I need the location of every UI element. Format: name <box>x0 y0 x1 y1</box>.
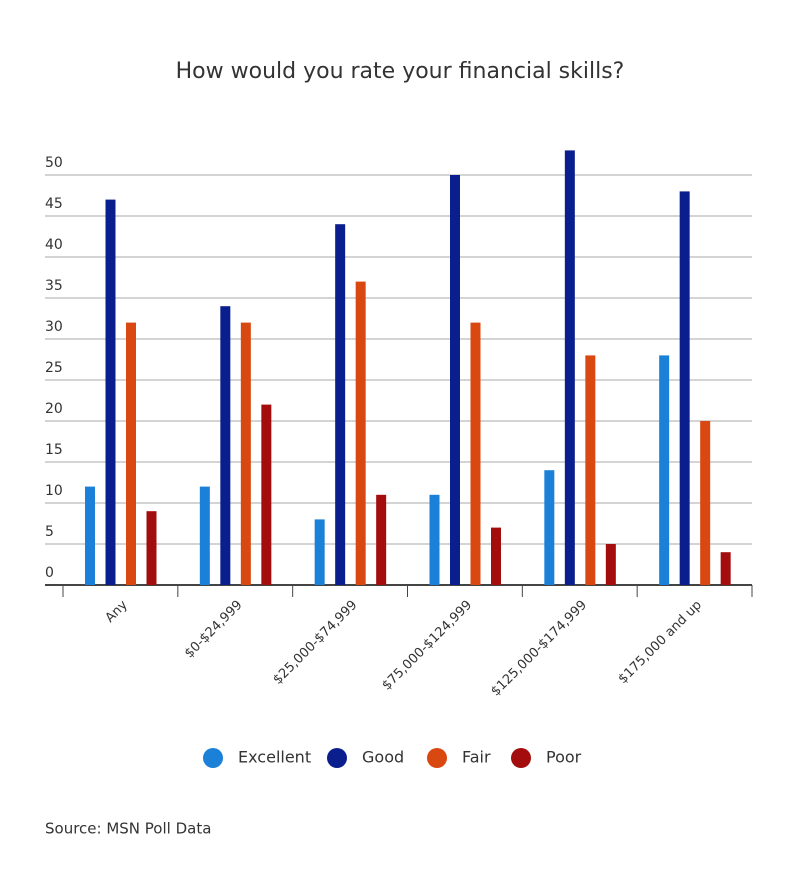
legend-marker <box>511 748 531 768</box>
bar <box>335 224 346 585</box>
bar <box>261 404 272 585</box>
y-tick-label: 0 <box>45 565 54 581</box>
x-tick-label: $0-$24,999 <box>182 598 246 662</box>
legend-marker <box>327 748 347 768</box>
x-tick-label: $75,000-$124,999 <box>379 598 475 694</box>
bar <box>491 527 501 585</box>
y-tick-label: 5 <box>45 524 54 540</box>
bar <box>146 511 157 585</box>
y-tick-label: 40 <box>45 237 63 253</box>
bar <box>720 552 731 585</box>
legend-label: Fair <box>462 748 491 767</box>
y-tick-label: 25 <box>45 360 63 376</box>
bar <box>564 150 575 585</box>
bar <box>220 306 231 585</box>
y-tick-label: 20 <box>45 401 63 417</box>
bar <box>105 199 116 585</box>
bar <box>376 494 387 585</box>
bar <box>429 494 440 585</box>
x-tick-label: $25,000-$74,999 <box>270 598 360 688</box>
x-tick-label: $125,000-$174,999 <box>488 598 590 700</box>
legend-label: Good <box>362 748 404 767</box>
y-tick-label: 10 <box>45 483 63 499</box>
x-tick-label: Any <box>103 597 131 625</box>
bar <box>544 470 555 585</box>
legend-marker <box>203 748 223 768</box>
y-tick-label: 45 <box>45 196 63 212</box>
bar <box>659 355 670 585</box>
chart-title: How would you rate your financial skills… <box>176 59 625 84</box>
legend-label: Poor <box>546 748 582 767</box>
y-tick-label: 35 <box>45 278 63 294</box>
bar <box>126 322 136 585</box>
bar <box>470 322 481 585</box>
y-tick-label: 15 <box>45 442 63 458</box>
bar <box>679 191 690 585</box>
bar <box>605 544 616 585</box>
bar <box>85 486 95 585</box>
bar <box>314 519 325 585</box>
bar <box>199 486 210 585</box>
legend-label: Excellent <box>238 748 311 767</box>
x-tick-label: $175,000 and up <box>616 598 705 687</box>
y-tick-label: 50 <box>45 155 63 171</box>
bar <box>240 322 251 585</box>
legend-marker <box>427 748 447 768</box>
source-note: Source: MSN Poll Data <box>45 820 211 838</box>
bar <box>355 281 366 585</box>
y-tick-label: 30 <box>45 319 63 335</box>
bar <box>450 175 460 585</box>
bar <box>700 421 711 585</box>
bar <box>585 355 596 585</box>
